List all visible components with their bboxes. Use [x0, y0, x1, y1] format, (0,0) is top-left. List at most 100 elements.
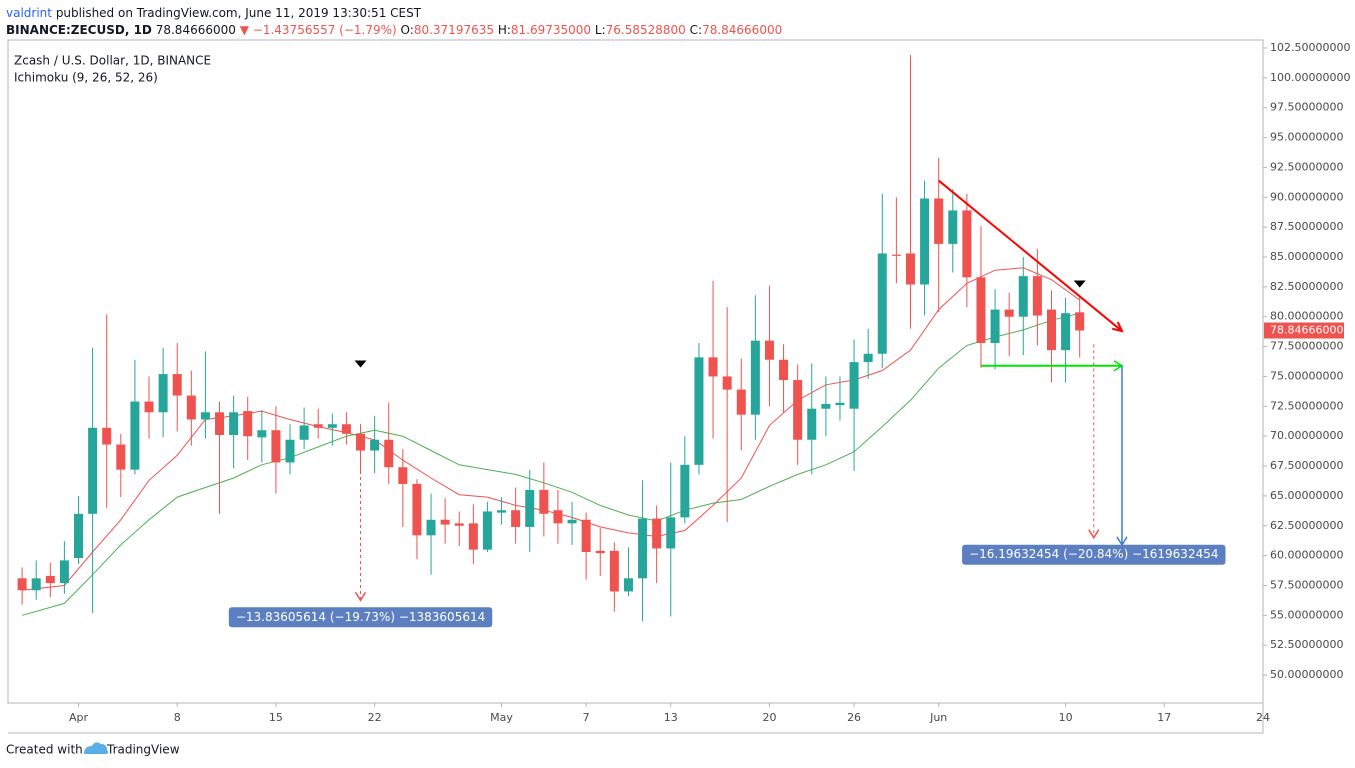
- x-tick-label: 7: [583, 711, 590, 724]
- candle-body: [384, 439, 394, 468]
- candle-body: [229, 412, 239, 435]
- candle-body: [779, 359, 789, 381]
- candle-body: [694, 357, 704, 465]
- candle-body: [609, 550, 619, 592]
- footer-text: Created with: [6, 743, 83, 757]
- candle-body: [313, 424, 323, 428]
- ohlc-value: 80.37197635: [414, 23, 494, 37]
- candle-body: [567, 519, 577, 524]
- candle-body: [511, 510, 521, 527]
- candle-body: [990, 309, 1000, 344]
- y-tick-label: 90.00000000: [1270, 190, 1343, 203]
- measure-box: [228, 607, 493, 628]
- candle-body: [1075, 312, 1085, 331]
- ohlc-label: O:: [401, 23, 414, 37]
- published: published on TradingView.com, June 11, 2…: [56, 6, 422, 20]
- candle-body: [74, 513, 84, 559]
- candle-body: [341, 424, 351, 434]
- candle-body: [454, 523, 464, 526]
- candle-body: [370, 439, 380, 451]
- ohlc-value: 76.58528800: [606, 23, 686, 37]
- candle-body: [863, 353, 873, 363]
- candle-body: [45, 575, 55, 584]
- candle-body: [1046, 309, 1056, 351]
- candle-body: [934, 198, 944, 244]
- candle-body: [440, 519, 450, 525]
- candle-body: [539, 489, 549, 514]
- x-tick-label: 10: [1059, 711, 1073, 724]
- candle-body: [412, 483, 422, 536]
- candle-body: [948, 210, 958, 244]
- y-tick-label: 52.50000000: [1270, 638, 1343, 651]
- candle-body: [1061, 313, 1071, 351]
- author[interactable]: valdrint: [6, 6, 52, 20]
- marker: [354, 360, 367, 368]
- candle-body: [595, 550, 605, 554]
- ohlc-value: 81.69735000: [511, 23, 591, 37]
- measure-label: −13.83605614 (−19.73%) −1383605614: [236, 610, 485, 624]
- candle-body: [1032, 276, 1042, 316]
- candle-body: [891, 254, 901, 256]
- change-arrow: ▼: [240, 23, 250, 37]
- y-tick-label: 95.00000000: [1270, 131, 1343, 144]
- candle-body: [299, 425, 309, 440]
- x-tick-label: 8: [174, 711, 181, 724]
- candle-body: [877, 253, 887, 354]
- measure-head: [354, 591, 367, 602]
- candle-body: [426, 519, 436, 536]
- x-tick-label: 24: [1256, 711, 1270, 724]
- legend-title: Zcash / U.S. Dollar, 1D, BINANCE: [14, 54, 211, 68]
- candle-body: [623, 578, 633, 592]
- candle-body: [130, 401, 140, 470]
- candle-body: [793, 380, 803, 440]
- candle-body: [962, 210, 972, 278]
- candle-body: [525, 489, 535, 527]
- measure-box: [962, 544, 1226, 565]
- candle-body: [736, 389, 746, 415]
- candle-body: [257, 430, 267, 438]
- footer-brand[interactable]: TradingView: [106, 743, 180, 757]
- candle-body: [976, 277, 986, 344]
- trendline: [938, 179, 1123, 332]
- measure-head: [1088, 529, 1100, 540]
- ohlc-value: 78.84666000: [702, 23, 782, 37]
- x-tick-label: May: [490, 711, 513, 724]
- candle-body: [638, 518, 648, 579]
- ohlc-label: H:: [498, 23, 511, 37]
- x-tick-label: 26: [847, 711, 861, 724]
- y-tick-label: 75.00000000: [1270, 369, 1343, 382]
- y-tick-label: 50.00000000: [1270, 668, 1343, 681]
- y-tick-label: 97.50000000: [1270, 101, 1343, 114]
- change: −1.43756557 (−1.79%): [253, 23, 397, 37]
- trendline-head: [1112, 321, 1124, 333]
- candle-body: [750, 340, 760, 415]
- ohlc-label: L:: [595, 23, 606, 37]
- candle-body: [243, 411, 253, 437]
- candle-body: [144, 401, 154, 413]
- y-tick-label: 62.50000000: [1270, 519, 1343, 532]
- candle-body: [680, 464, 690, 518]
- y-tick-label: 92.50000000: [1270, 160, 1343, 173]
- symbol-line: BINANCE:ZECUSD, 1D 78.84666000 ▼ −1.4375…: [6, 23, 782, 37]
- y-tick-label: 67.50000000: [1270, 459, 1343, 472]
- candle-body: [17, 578, 27, 591]
- y-tick-label: 60.00000000: [1270, 549, 1343, 562]
- x-tick-label: 17: [1157, 711, 1171, 724]
- y-tick-label: 55.00000000: [1270, 608, 1343, 621]
- x-tick-label: 13: [664, 711, 678, 724]
- candle-body: [31, 578, 41, 591]
- candle-body: [116, 444, 126, 470]
- candle-body: [581, 519, 591, 553]
- symbol: BINANCE:ZECUSD, 1D: [6, 23, 152, 37]
- candle-body: [666, 517, 676, 549]
- x-tick-label: 20: [762, 711, 776, 724]
- candle-body: [764, 340, 774, 360]
- candle-body: [920, 198, 930, 285]
- ohlc-label: C:: [690, 23, 702, 37]
- candle-body: [1018, 276, 1028, 317]
- candle-body: [722, 376, 732, 390]
- y-tick-label: 77.50000000: [1270, 340, 1343, 353]
- x-tick-label: 22: [368, 711, 382, 724]
- candle-body: [821, 403, 831, 409]
